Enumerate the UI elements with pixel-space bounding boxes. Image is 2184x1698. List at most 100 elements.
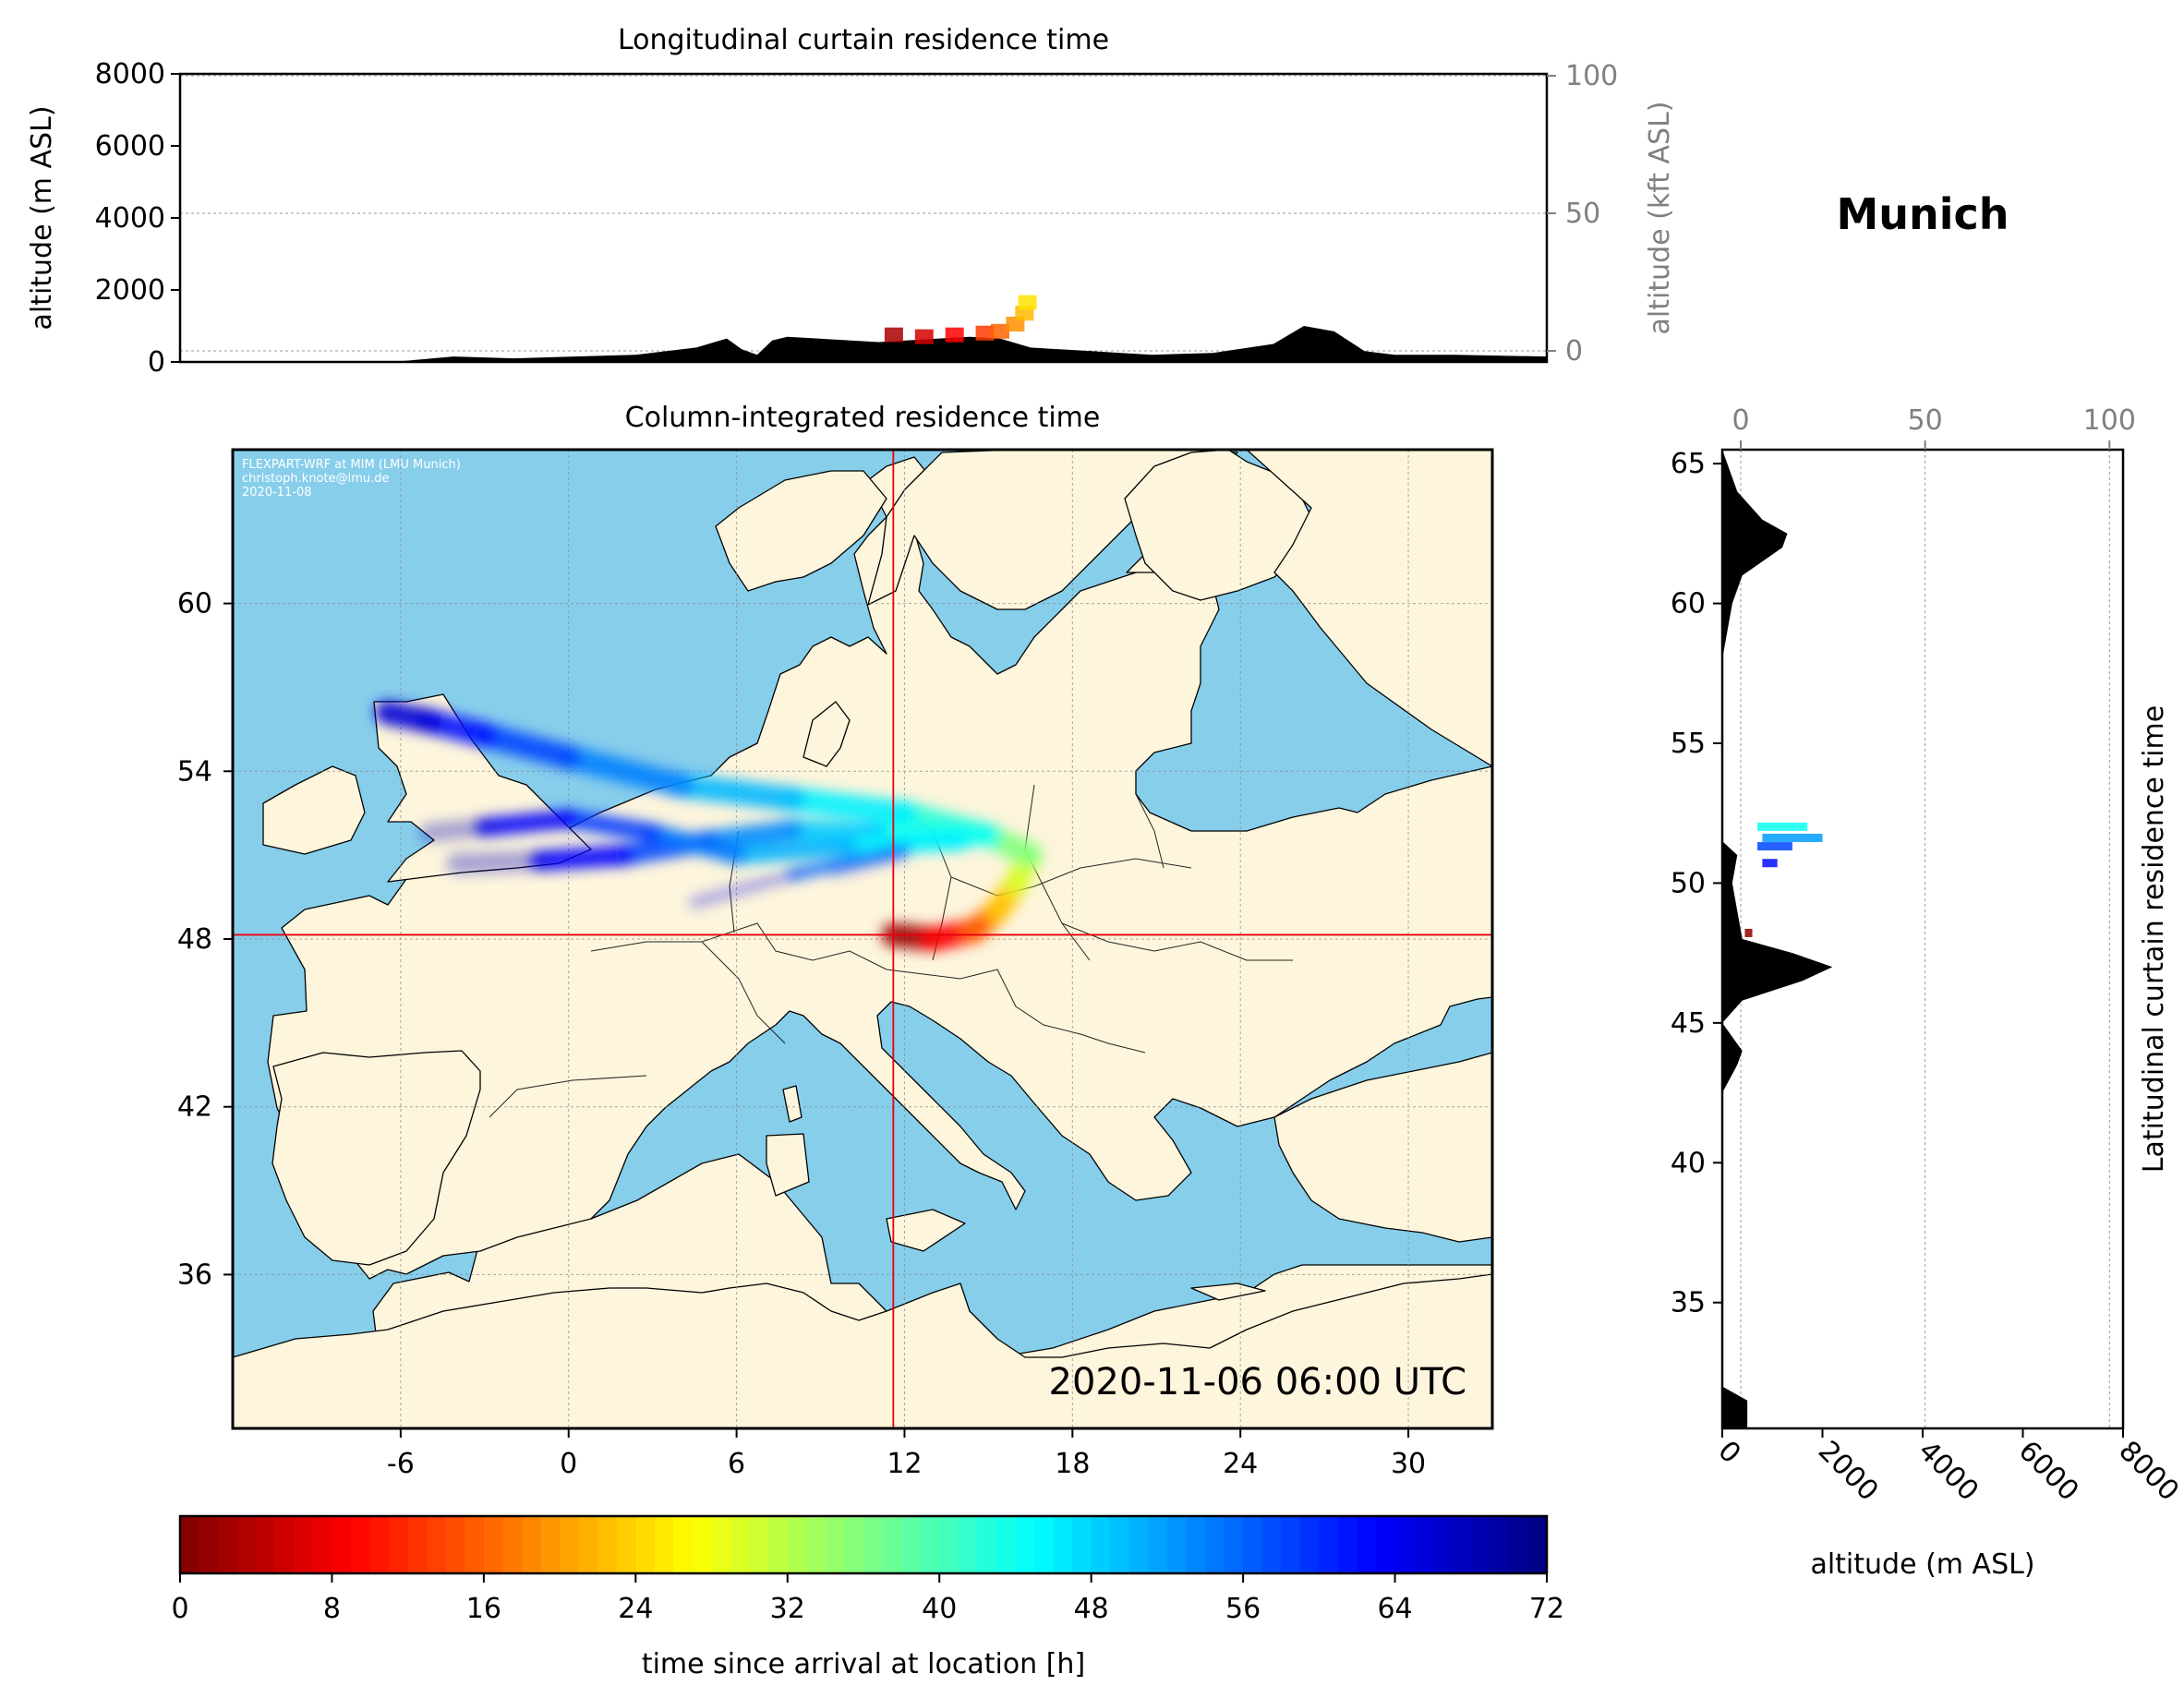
colorbar-cell — [654, 1516, 675, 1573]
map-timestamp: 2020-11-06 06:00 UTC — [1049, 1361, 1466, 1403]
colorbar-cell — [787, 1516, 807, 1573]
colorbar: 0 8 16 24 32 40 48 56 64 72 time since arrival at… — [171, 1514, 1564, 1680]
colorbar-cell — [844, 1516, 864, 1573]
long-ytick-label: 2000 — [95, 274, 165, 307]
colorbar-cell — [1452, 1516, 1472, 1573]
lat-xtick-top-label: 0 — [1732, 404, 1749, 437]
land-russia — [1246, 450, 1492, 767]
map-ytick-label: 48 — [177, 923, 212, 956]
land-ireland — [262, 765, 366, 855]
colorbar-cell — [427, 1516, 447, 1573]
map-ytick-label: 54 — [177, 755, 212, 788]
colorbar-cell — [1015, 1516, 1035, 1573]
colorbar-cell — [560, 1516, 580, 1573]
colorbar-cell — [218, 1516, 238, 1573]
lat-plume-cell — [1762, 859, 1778, 868]
lat-xlabel: altitude (m ASL) — [1810, 1548, 2034, 1581]
colorbar-cell — [578, 1516, 598, 1573]
lat-ytick-label: 35 — [1671, 1287, 1706, 1319]
colorbar-cell — [1299, 1516, 1320, 1573]
colorbar-cell — [540, 1516, 561, 1573]
colorbar-cell — [1224, 1516, 1244, 1573]
long-ylabel-right: altitude (kft ASL) — [1644, 101, 1676, 334]
lat-frame — [1720, 448, 2125, 1430]
colorbar-cell — [256, 1516, 276, 1573]
lat-ytick-label: 60 — [1671, 588, 1706, 620]
lat-ytick-label: 55 — [1671, 728, 1706, 760]
map-credit: FLEXPART-WRF at MIM (LMU Munich) christo… — [242, 458, 461, 500]
land-crete — [1190, 1283, 1266, 1301]
colorbar-cell — [445, 1516, 465, 1573]
plume-segment — [839, 832, 971, 857]
plume-segment — [782, 819, 887, 843]
colorbar-cell — [995, 1516, 1017, 1573]
credit-line: FLEXPART-WRF at MIM (LMU Munich) — [242, 458, 461, 472]
land-denmark — [802, 701, 851, 767]
long-ytick-right-label: 0 — [1565, 335, 1583, 367]
colorbar-cell — [901, 1516, 922, 1573]
plume-segment — [475, 809, 578, 837]
lat-x-ticks: 0 2000 4000 6000 8000 — [1711, 1428, 2184, 1508]
long-ylabel: altitude (m ASL) — [26, 105, 58, 330]
long-frame — [178, 72, 1549, 364]
colorbar-tick-label: 40 — [922, 1593, 957, 1625]
long-ytick-label: 8000 — [95, 58, 165, 90]
long-plume-cell — [1018, 295, 1037, 310]
lat-gridlines — [1740, 450, 2110, 1428]
lat-xtick-top-label: 100 — [2083, 404, 2136, 437]
colorbar-cell — [920, 1516, 940, 1573]
plume-segment — [559, 809, 662, 842]
colorbar-cell — [768, 1516, 789, 1573]
lat-x-ticks-top: 0 50 100 — [1732, 404, 2136, 450]
colorbar-tick-label: 48 — [1074, 1593, 1109, 1625]
long-plume-cell — [975, 325, 995, 341]
plume-segment — [419, 817, 494, 842]
long-plume — [884, 295, 1037, 344]
credit-email: christoph.knote@lmu.de — [242, 472, 390, 486]
long-plume-cell — [884, 327, 903, 343]
credit-date: 2020-11-08 — [242, 486, 312, 500]
map-ytick-label: 60 — [177, 588, 212, 620]
map-gridlines — [233, 450, 1492, 1428]
colorbar-cell — [1470, 1516, 1490, 1573]
long-ytick-label: 6000 — [95, 130, 165, 163]
colorbar-cell — [1072, 1516, 1092, 1573]
plume-segment — [727, 837, 858, 865]
colorbar-cell — [616, 1516, 636, 1573]
plume-segment — [689, 869, 799, 909]
map-plume — [374, 700, 1043, 951]
colorbar-cell — [693, 1516, 713, 1573]
land-iberia — [271, 1050, 481, 1266]
colorbar-cell — [1414, 1516, 1434, 1573]
location-label: Munich — [1836, 189, 2009, 239]
colorbar-frame — [178, 1514, 1549, 1575]
long-ytick-right-label: 100 — [1565, 60, 1618, 92]
colorbar-cell — [332, 1516, 352, 1573]
land-masses — [233, 450, 1492, 1428]
lat-ytick-label: 45 — [1671, 1007, 1706, 1040]
long-gridlines — [180, 75, 1547, 352]
colorbar-cell — [939, 1516, 959, 1573]
long-y-ticks-right: 0 50 100 — [1547, 60, 1618, 367]
colorbar-cell — [1319, 1516, 1339, 1573]
colorbar-cell — [1186, 1516, 1206, 1573]
colorbar-cell — [1205, 1516, 1225, 1573]
map-xtick-label: 18 — [1055, 1448, 1090, 1480]
lat-title: Latitudinal curtain residence time — [2138, 705, 2170, 1173]
map-xtick-label: 6 — [728, 1448, 745, 1480]
map-ytick-label: 42 — [177, 1091, 212, 1124]
colorbar-cell — [1243, 1516, 1263, 1573]
lat-xtick-label: 4000 — [1912, 1435, 1985, 1508]
lat-plume — [1744, 822, 1823, 937]
colorbar-tick-label: 8 — [323, 1593, 341, 1625]
colorbar-cell — [673, 1516, 694, 1573]
colorbar-cell — [1376, 1516, 1396, 1573]
colorbar-cell — [806, 1516, 827, 1573]
colorbar-cell — [180, 1516, 200, 1573]
colorbar-cell — [749, 1516, 769, 1573]
colorbar-cell — [369, 1516, 390, 1573]
colorbar-cell — [274, 1516, 295, 1573]
colorbar-tick-label: 64 — [1377, 1593, 1412, 1625]
colorbar-cell — [1357, 1516, 1377, 1573]
lat-xtick-label: 6000 — [2012, 1435, 2085, 1508]
